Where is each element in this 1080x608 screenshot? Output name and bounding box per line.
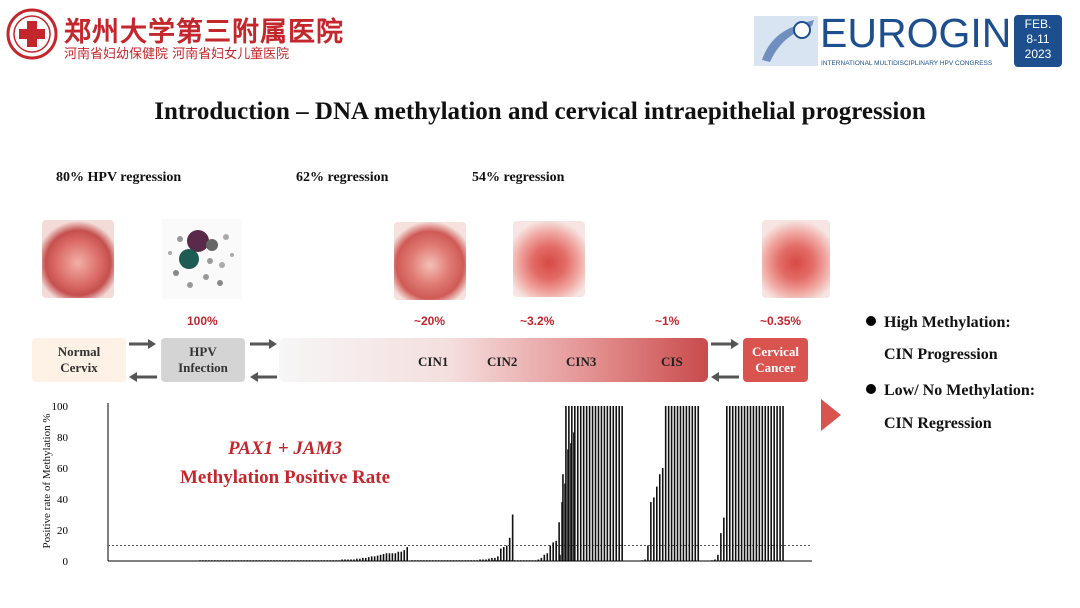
date-days: 8-11	[1026, 32, 1050, 46]
y-tick-label: 60	[57, 463, 69, 475]
stage-cancer-line1: Cervical	[752, 344, 799, 359]
eurogin-emblem	[754, 16, 818, 66]
chart-title-genes: PAX1 + JAM3	[228, 438, 342, 459]
stage-normal-line1: Normal	[57, 344, 101, 359]
progression-hpv: 100%	[187, 314, 218, 328]
cin2-cervix-image	[513, 221, 585, 297]
bullet-icon	[866, 384, 876, 394]
stage-cervical-cancer: Cervical Cancer	[743, 338, 808, 382]
slide-title: Introduction – DNA methylation and cervi…	[154, 98, 926, 125]
hpv-virus-image	[162, 219, 242, 299]
stage-hpv-line2: Infection	[178, 360, 228, 375]
stage-cin2: CIN2	[487, 354, 518, 369]
progression-arrow-icon	[821, 399, 841, 431]
stage-normal-line2: Cervix	[60, 360, 98, 375]
date-month: FEB.	[1024, 17, 1052, 31]
legend-high: High Methylation:	[866, 313, 1011, 333]
hospital-logo	[6, 8, 58, 60]
y-tick-label: 100	[52, 401, 69, 413]
progression-cin2: ~3.2%	[520, 314, 555, 328]
legend-low: Low/ No Methylation:	[866, 381, 1035, 401]
stage-cin3: CIN3	[566, 354, 597, 369]
conference-name: EUROGIN	[820, 10, 1012, 56]
institution-subtitle: 河南省妇幼保健院 河南省妇女儿童医院	[64, 47, 290, 62]
progression-cancer: ~0.35%	[760, 314, 802, 328]
chart-title-rate: Methylation Positive Rate	[179, 467, 390, 488]
methylation-bar-chart: 100 80 60 40 20 0	[52, 399, 841, 568]
legend-low-label: Low/ No Methylation:	[884, 382, 1036, 399]
stage-cancer-line2: Cancer	[755, 360, 796, 375]
transition-arrows	[129, 339, 739, 382]
conference-subtitle: INTERNATIONAL MULTIDISCIPLINARY HPV CONG…	[821, 60, 993, 67]
progression-cis: ~1%	[655, 314, 680, 328]
normal-cervix-image	[42, 220, 114, 298]
cancer-cervix-image	[762, 220, 830, 298]
institution-name: 郑州大学第三附属医院	[64, 17, 344, 47]
cin1-cervix-image	[394, 222, 466, 300]
conference-date-badge: FEB. 8-11 2023	[1014, 15, 1062, 67]
y-tick-label: 20	[57, 525, 69, 537]
stage-hpv-line1: HPV	[189, 344, 217, 359]
cin-progression-bar	[279, 338, 708, 382]
stage-normal-cervix: Normal Cervix	[32, 338, 126, 382]
stage-hpv-infection: HPV Infection	[161, 338, 245, 382]
bullet-icon	[866, 316, 876, 326]
date-year: 2023	[1024, 47, 1052, 61]
legend-high-value: CIN Progression	[884, 346, 998, 363]
regression-cin1-label: 62% regression	[296, 170, 389, 185]
regression-cin2-label: 54% regression	[472, 170, 565, 185]
legend-low-value: CIN Regression	[884, 415, 992, 432]
regression-hpv-label: 80% HPV regression	[56, 170, 182, 185]
stage-cis: CIS	[661, 354, 683, 369]
y-tick-label: 40	[57, 494, 69, 506]
progression-cin1: ~20%	[414, 314, 446, 328]
legend-high-label: High Methylation:	[884, 314, 1011, 331]
stage-cin1: CIN1	[418, 354, 449, 369]
y-tick-label: 0	[63, 556, 69, 568]
y-tick-label: 80	[57, 432, 69, 444]
